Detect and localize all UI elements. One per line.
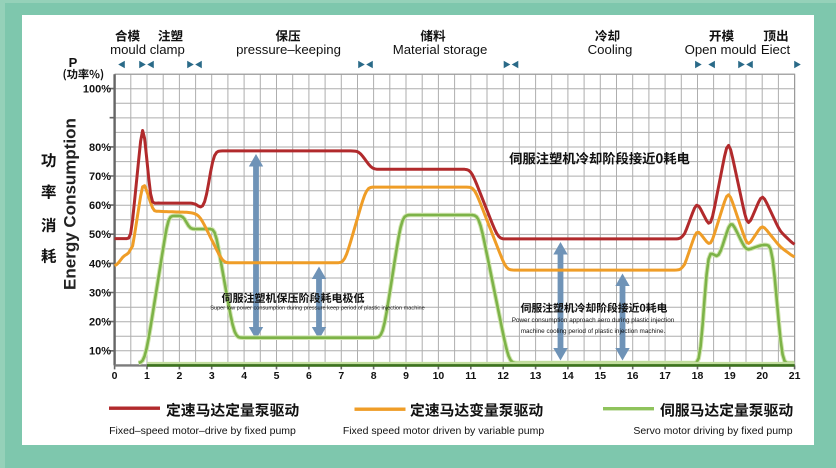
svg-text:5: 5: [274, 370, 280, 382]
svg-text:machine cooling period of plas: machine cooling period of plastic inject…: [521, 328, 666, 335]
svg-text:P: P: [69, 55, 78, 70]
svg-text:2: 2: [176, 370, 182, 382]
svg-text:40%: 40%: [89, 258, 111, 270]
svg-text:12: 12: [497, 370, 509, 382]
svg-text:3: 3: [209, 370, 215, 382]
svg-text:13: 13: [530, 370, 542, 382]
svg-text:Cooling: Cooling: [588, 42, 633, 57]
svg-text:10: 10: [433, 370, 445, 382]
svg-text:16: 16: [627, 370, 639, 382]
svg-text:11: 11: [465, 370, 476, 382]
svg-text:1: 1: [144, 370, 150, 382]
svg-text:Super low power consumption du: Super low power consumption during press…: [210, 305, 425, 311]
svg-text:60%: 60%: [89, 200, 111, 212]
svg-text:15: 15: [594, 370, 606, 382]
svg-text:pressure–keeping: pressure–keeping: [236, 42, 341, 57]
svg-text:0: 0: [112, 370, 118, 382]
svg-text:17: 17: [659, 370, 671, 382]
svg-text:Fixed speed motor driven by va: Fixed speed motor driven by variable pum…: [343, 425, 545, 437]
svg-text:20%: 20%: [89, 317, 111, 329]
svg-text:7: 7: [338, 370, 344, 382]
svg-text:4: 4: [241, 370, 247, 382]
svg-text:80%: 80%: [89, 142, 111, 154]
svg-text:100%: 100%: [83, 84, 111, 96]
svg-text:Servo motor driving by fixed p: Servo motor driving by fixed pump: [633, 425, 792, 437]
svg-text:Material storage: Material storage: [393, 42, 488, 57]
svg-text:Eiect: Eiect: [761, 42, 791, 57]
svg-text:70%: 70%: [89, 171, 111, 183]
svg-text:19: 19: [724, 370, 736, 382]
svg-text:14: 14: [562, 370, 574, 382]
svg-text:6: 6: [306, 370, 312, 382]
svg-text:Open mould: Open mould: [685, 42, 757, 57]
svg-text:21: 21: [789, 370, 801, 382]
svg-text:mould clamp: mould clamp: [110, 42, 185, 57]
svg-text:10%: 10%: [89, 346, 111, 358]
svg-text:18: 18: [692, 370, 704, 382]
svg-text:Power consumption approach aer: Power consumption approach aero during p…: [512, 317, 675, 324]
svg-text:20: 20: [756, 370, 768, 382]
svg-text:50%: 50%: [89, 229, 111, 241]
svg-text:Fixed–speed motor–drive by fix: Fixed–speed motor–drive by fixed pump: [109, 425, 296, 437]
svg-text:8: 8: [371, 370, 377, 382]
svg-text:30%: 30%: [89, 287, 111, 299]
svg-text:9: 9: [403, 370, 409, 382]
svg-text:Energy Consumption: Energy Consumption: [61, 118, 80, 290]
